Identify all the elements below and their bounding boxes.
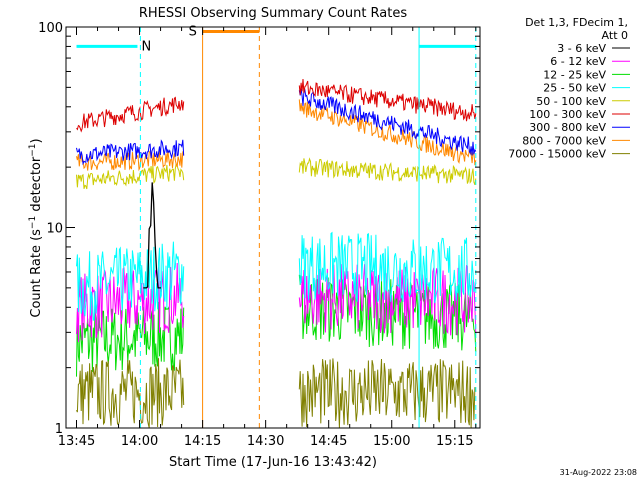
- legend-label-12-25kev: 12 - 25 keV: [543, 68, 606, 81]
- series-trace-100-300kev-seg1: [76, 96, 185, 133]
- series-trace-7000-15000kev-seg2: [298, 358, 477, 428]
- x-axis-label: Start Time (17-Jun-16 13:43:42): [169, 455, 377, 470]
- series-trace-6-12kev-seg2: [298, 264, 477, 336]
- y-tick-label-1: 10: [46, 222, 63, 237]
- series-trace-7000-15000kev-seg1: [76, 358, 185, 428]
- x-tick-label-1: 14:00: [121, 434, 158, 449]
- chart-title: RHESSI Observing Summary Count Rates: [139, 6, 408, 21]
- y-axis-label-middle: detector: [29, 156, 44, 216]
- legend-label-6-12kev: 6 - 12 keV: [550, 55, 606, 68]
- axis-layer: 13:45 14:00 14:15 14:30 14:45 15:00 15:15 1 10 10…: [38, 21, 480, 449]
- annotation-label-n-1: N: [141, 39, 151, 54]
- y-axis-label-end: ): [29, 138, 44, 143]
- legend-label-25-50kev: 25 - 50 keV: [543, 82, 606, 95]
- series-trace-25-50kev-seg1: [76, 241, 185, 321]
- series-trace-300-800kev-seg2: [298, 88, 477, 156]
- y-axis-label: Count Rate (s−1 detector−1): [28, 138, 44, 317]
- legend-label-800-7000kev: 800 - 7000 keV: [522, 134, 606, 147]
- legend-label-3-6kev: 3 - 6 keV: [557, 42, 606, 55]
- series-trace-300-800kev-seg1: [76, 139, 185, 166]
- legend-header-line-1: Det 1,3, FDecim 1,: [525, 16, 628, 29]
- x-tick-label-6: 15:15: [436, 434, 473, 449]
- x-tick-label-3: 14:30: [247, 434, 284, 449]
- series-trace-50-100kev-seg2: [298, 157, 477, 185]
- legend-label-100-300kev: 100 - 300 keV: [529, 108, 606, 121]
- x-tick-label-4: 14:45: [310, 434, 347, 449]
- legend-label-300-800kev: 300 - 800 keV: [529, 121, 606, 134]
- series-trace-50-100kev-seg1: [76, 161, 185, 190]
- legend-header-line-2: Att 0: [602, 29, 628, 42]
- legend-label-50-100kev: 50 - 100 keV: [536, 95, 606, 108]
- plot-layer: [76, 78, 477, 428]
- x-tick-label-2: 14:15: [184, 434, 221, 449]
- y-axis-label-exponent: −1: [28, 216, 38, 229]
- series-trace-25-50kev-seg2: [298, 231, 477, 304]
- series-trace-800-7000kev-seg2: [298, 99, 477, 166]
- footer-timestamp: 31-Aug-2022 23:08: [560, 468, 637, 477]
- series-trace-6-12kev-seg1: [76, 262, 185, 343]
- y-tick-label-0: 1: [55, 422, 63, 437]
- annotation-label-s-3: S: [189, 24, 197, 39]
- x-tick-label-0: 13:45: [58, 434, 95, 449]
- y-tick-label-2: 100: [38, 21, 63, 36]
- series-trace-12-25kev-seg1: [76, 301, 185, 377]
- y-axis-label-exponent-2: −1: [28, 143, 38, 156]
- x-tick-label-5: 15:00: [373, 434, 410, 449]
- annotation-layer: NS: [76, 24, 477, 428]
- series-trace-800-7000kev-seg1: [76, 149, 185, 172]
- series-trace-flare-peak: [143, 182, 161, 289]
- series-trace-100-300kev-seg2: [298, 78, 477, 122]
- legend-label-7000-15000kev: 7000 - 15000 keV: [508, 148, 606, 161]
